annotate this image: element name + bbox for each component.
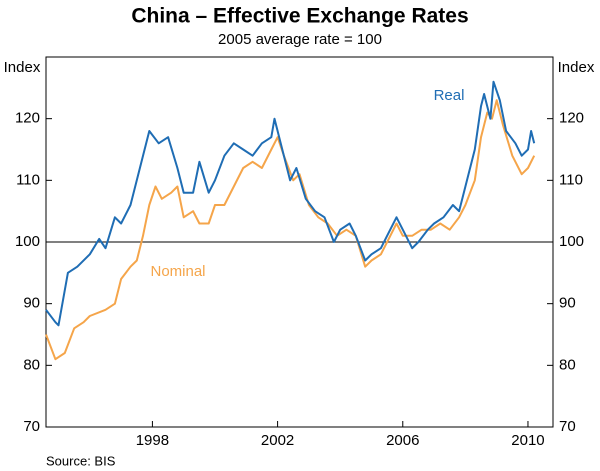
y2-tick-label: 120 <box>559 110 584 127</box>
y2-tick-label: 100 <box>559 233 584 250</box>
chart-title: China – Effective Exchange Rates <box>131 5 468 28</box>
x-tick-label: 2002 <box>261 432 294 449</box>
series-line <box>45 80 536 327</box>
source-note: Source: BIS <box>46 453 116 468</box>
series-label: Real <box>434 87 465 104</box>
x-tick-label: 2006 <box>386 432 419 449</box>
x-tick-label: 2010 <box>511 432 544 449</box>
y-tick-label: 120 <box>15 110 40 127</box>
chart-subtitle: 2005 average rate = 100 <box>218 31 382 48</box>
y-axis-label: Index <box>4 59 41 76</box>
y-tick-label: 110 <box>16 171 40 188</box>
y2-tick-label: 70 <box>559 418 576 435</box>
y2-axis-label: Index <box>558 59 595 76</box>
y-tick-label: 80 <box>23 356 40 373</box>
y2-tick-label: 80 <box>559 356 576 373</box>
y-tick-label: 100 <box>15 233 40 250</box>
y2-tick-label: 110 <box>559 171 583 188</box>
series-label: Nominal <box>150 263 205 280</box>
x-tick-label: 1998 <box>136 432 169 449</box>
y2-tick-label: 90 <box>559 295 576 312</box>
series-line <box>45 99 536 361</box>
y-tick-label: 90 <box>23 295 40 312</box>
y-tick-label: 70 <box>23 418 40 435</box>
